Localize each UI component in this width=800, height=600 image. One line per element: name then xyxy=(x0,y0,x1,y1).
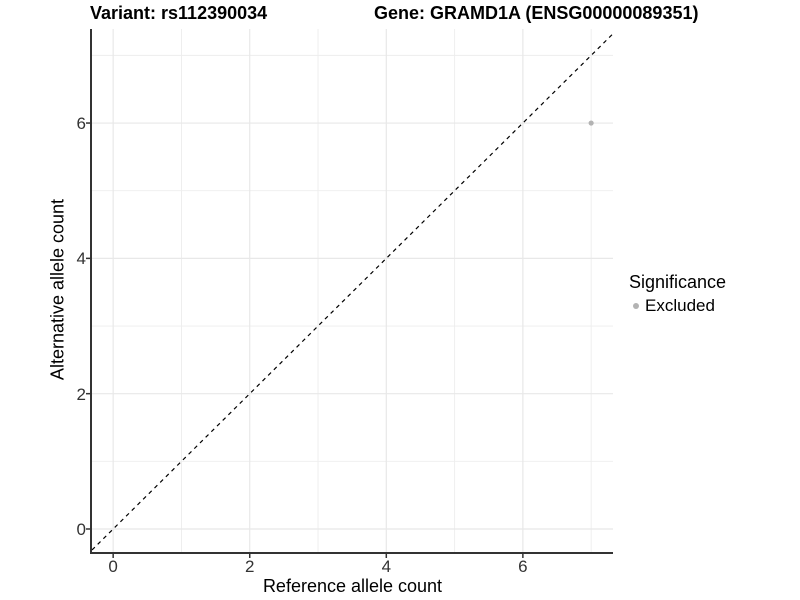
data-point xyxy=(588,120,594,126)
identity-line xyxy=(91,33,614,551)
x-tick-label-6: 6 xyxy=(518,557,528,576)
x-tick-label-4: 4 xyxy=(381,557,392,576)
plot-title-gene: Gene: GRAMD1A (ENSG00000089351) xyxy=(374,3,699,23)
y-axis-title: Alternative allele count xyxy=(47,198,68,381)
x-tick-label-2: 2 xyxy=(244,557,255,576)
legend-title: Significance xyxy=(629,272,727,292)
x-tick-label-0: 0 xyxy=(108,557,118,576)
legend-key-point-icon xyxy=(633,302,639,309)
y-tick-label-0: 0 xyxy=(76,519,86,539)
plot-title-variant: Variant: rs112390034 xyxy=(90,3,268,23)
y-tick-label-2: 2 xyxy=(76,384,86,404)
y-tick-label-6: 6 xyxy=(76,114,86,134)
legend-item-label: Excluded xyxy=(645,296,715,315)
y-tick-label-4: 4 xyxy=(76,249,86,269)
legend-item-excluded: Excluded xyxy=(629,295,726,316)
x-axis-title: Reference allele count xyxy=(262,576,443,596)
legend: Significance Excluded xyxy=(629,272,726,316)
